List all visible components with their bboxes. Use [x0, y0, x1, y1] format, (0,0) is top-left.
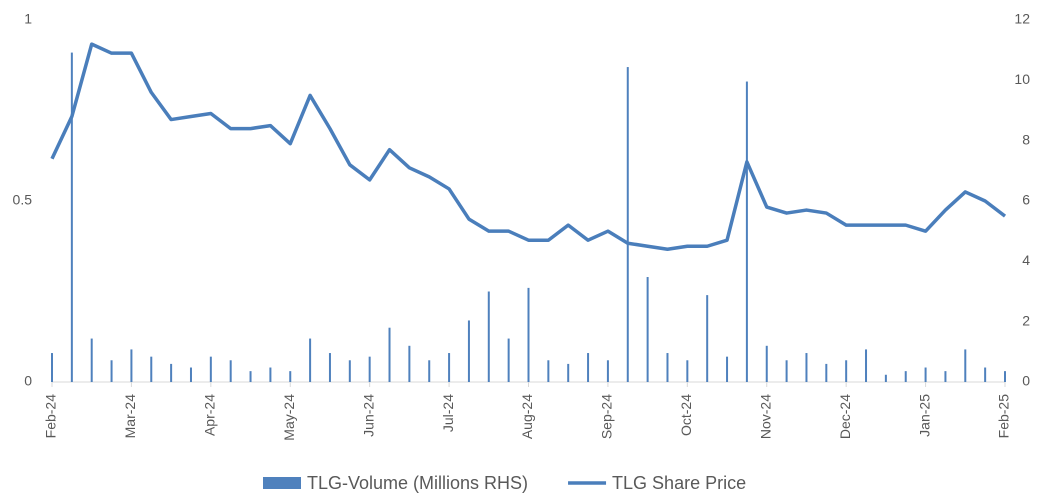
x-tick-label: Jan-25	[916, 394, 932, 437]
volume-bar	[189, 367, 192, 382]
volume-bar	[745, 81, 748, 382]
volume-bar	[388, 327, 391, 382]
y2-tick-label: 0	[1022, 373, 1030, 389]
y-tick-label: 1	[24, 11, 32, 27]
legend-swatch	[263, 477, 301, 489]
volume-bar	[90, 338, 93, 382]
volume-bar	[249, 371, 252, 382]
volume-bar	[666, 353, 669, 382]
y2-tick-label: 6	[1022, 192, 1030, 208]
volume-bar	[408, 345, 411, 382]
volume-bar	[567, 363, 570, 382]
volume-bar	[289, 371, 292, 382]
volume-bar	[904, 371, 907, 382]
volume-bar	[428, 360, 431, 382]
volume-bar	[924, 367, 927, 382]
volume-bar	[150, 356, 153, 382]
volume-bar	[726, 356, 729, 382]
y2-tick-label: 4	[1022, 252, 1030, 268]
y2-tick-label: 10	[1014, 71, 1030, 87]
volume-bar	[944, 371, 947, 382]
volume-bar	[309, 338, 312, 382]
x-tick-label: Feb-25	[996, 394, 1012, 439]
x-tick-label: Aug-24	[519, 394, 535, 439]
volume-bar	[587, 353, 590, 382]
volume-bar	[368, 356, 371, 382]
volume-bar	[686, 360, 689, 382]
volume-bar	[626, 67, 629, 382]
y-tick-label: 0	[24, 373, 32, 389]
volume-bar	[646, 277, 649, 382]
x-tick-label: Mar-24	[122, 394, 138, 439]
x-tick-label: Feb-24	[43, 394, 59, 439]
legend-label: TLG-Volume (Millions RHS)	[307, 473, 528, 493]
volume-bar	[884, 374, 887, 382]
volume-bar	[865, 349, 868, 382]
volume-bar	[1004, 371, 1006, 382]
x-tick-label: Nov-24	[757, 394, 773, 439]
volume-bar	[507, 338, 510, 382]
y2-tick-label: 2	[1022, 312, 1030, 328]
volume-bar	[805, 353, 808, 382]
volume-bar	[984, 367, 987, 382]
volume-bar	[964, 349, 967, 382]
volume-bar	[448, 353, 451, 382]
volume-bar	[547, 360, 550, 382]
volume-bar	[606, 360, 609, 382]
y2-tick-label: 12	[1014, 11, 1030, 27]
volume-bar	[845, 360, 848, 382]
volume-bar	[825, 363, 828, 382]
volume-bar	[70, 52, 73, 383]
volume-bar	[348, 360, 351, 382]
x-tick-label: Apr-24	[202, 394, 218, 436]
price-line	[50, 42, 1007, 252]
x-tick-label: Sep-24	[599, 394, 615, 439]
volume-bar	[209, 356, 212, 382]
x-tick-label: Oct-24	[678, 394, 694, 436]
legend-label: TLG Share Price	[612, 473, 746, 493]
volume-bar	[785, 360, 788, 382]
volume-bar	[487, 291, 490, 382]
x-tick-label: Jun-24	[360, 394, 376, 437]
y-tick-label: 0.5	[13, 192, 33, 208]
volume-bar	[130, 349, 133, 382]
volume-bar	[527, 287, 530, 382]
volume-bar	[706, 295, 709, 382]
x-tick-label: Jul-24	[440, 394, 456, 432]
volume-bar	[110, 360, 113, 382]
y2-tick-label: 8	[1022, 131, 1030, 147]
volume-bar	[229, 360, 232, 382]
volume-bar	[269, 367, 272, 382]
volume-bar	[51, 353, 53, 382]
x-tick-label: May-24	[281, 394, 297, 441]
x-tick-label: Dec-24	[837, 394, 853, 439]
volume-bar	[328, 353, 331, 382]
volume-bar	[467, 320, 470, 382]
volume-bar	[170, 363, 173, 382]
volume-bar	[765, 345, 768, 382]
